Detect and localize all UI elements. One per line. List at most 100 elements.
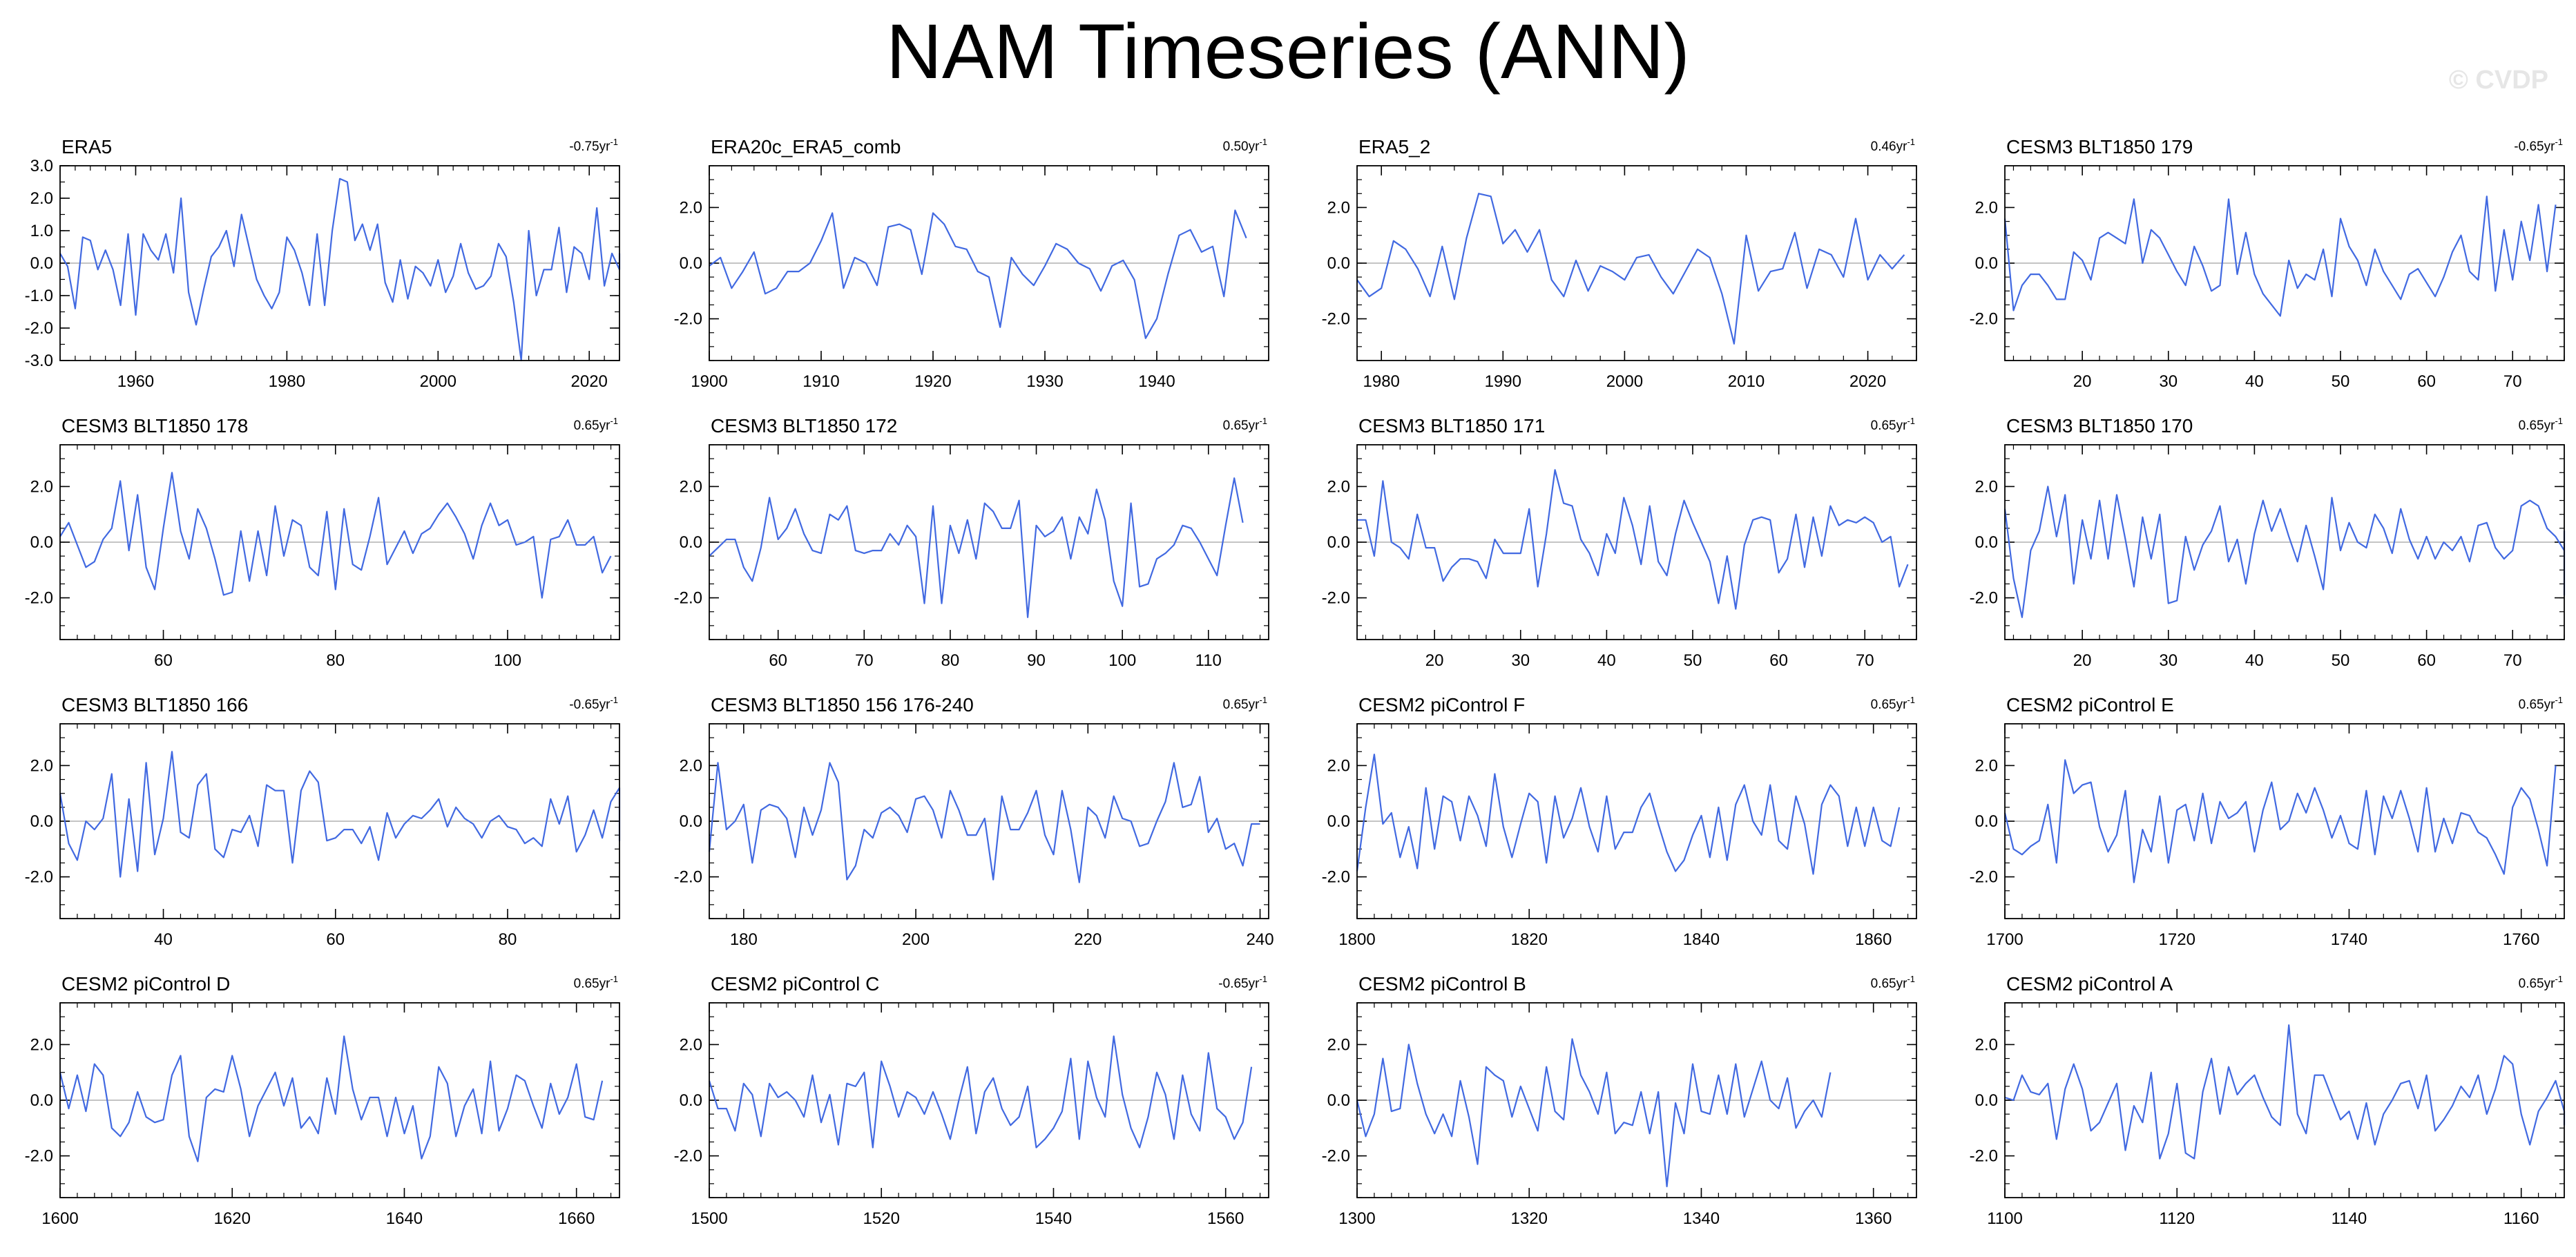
trend-label: 0.46yr-1 — [1871, 137, 1915, 154]
series-line — [59, 751, 621, 878]
y-tick-label: 0.0 — [680, 533, 702, 552]
x-tick-label: 30 — [2159, 372, 2178, 391]
y-tick-label: 2.0 — [1975, 1035, 1998, 1054]
y-tick-label: -2.0 — [1322, 868, 1350, 887]
x-tick-label: 2000 — [420, 372, 456, 391]
y-tick-label: -2.0 — [1970, 589, 1998, 608]
panel-title: CESM2 piControl F — [1358, 694, 1525, 716]
y-tick-label: -2.0 — [25, 1147, 53, 1166]
y-tick-label: 0.0 — [680, 1091, 702, 1110]
y-tick-label: 0.0 — [1975, 812, 1998, 831]
x-tick-label: 100 — [1108, 651, 1136, 670]
y-tick-label: 2.0 — [1975, 756, 1998, 775]
y-tick-label: -2.0 — [674, 1147, 702, 1166]
trend-label: 0.65yr-1 — [1223, 416, 1267, 433]
x-tick-label: 70 — [2503, 651, 2522, 670]
series-line — [1356, 1038, 1832, 1188]
y-tick-label: 2.0 — [1327, 756, 1350, 775]
x-tick-label: 1300 — [1338, 1209, 1375, 1228]
x-tick-label: 40 — [2245, 651, 2264, 670]
x-tick-label: 40 — [154, 930, 173, 949]
y-tick-label: -2.0 — [1322, 589, 1350, 608]
panel-title: ERA5_2 — [1358, 136, 1430, 157]
trend-label: 0.65yr-1 — [1871, 974, 1915, 991]
y-tick-label: 0.0 — [1327, 1091, 1350, 1110]
x-tick-label: 1840 — [1683, 930, 1720, 949]
series-line — [59, 472, 612, 599]
x-tick-label: 1120 — [2159, 1209, 2195, 1228]
x-tick-label: 60 — [769, 651, 787, 670]
x-tick-label: 1910 — [802, 372, 839, 391]
y-tick-label: 2.0 — [1327, 477, 1350, 496]
y-tick-label: 1.0 — [30, 222, 53, 240]
y-tick-label: 0.0 — [30, 1091, 53, 1110]
x-tick-label: 100 — [494, 651, 521, 670]
x-tick-label: 20 — [2073, 372, 2092, 391]
series-line — [2003, 759, 2557, 883]
trend-label: -0.65yr-1 — [1218, 974, 1267, 991]
x-tick-label: 1160 — [2503, 1209, 2539, 1228]
y-tick-label: -2.0 — [1970, 868, 1998, 887]
y-tick-label: 2.0 — [1327, 1035, 1350, 1054]
x-tick-label: 240 — [1247, 930, 1274, 949]
y-tick-label: 0.0 — [1327, 812, 1350, 831]
panel-title: CESM2 piControl B — [1358, 973, 1526, 995]
y-tick-label: 2.0 — [680, 756, 702, 775]
y-tick-label: -2.0 — [1970, 310, 1998, 329]
y-tick-label: -2.0 — [25, 589, 53, 608]
x-tick-label: 1700 — [1986, 930, 2023, 949]
x-tick-label: 2010 — [1728, 372, 1765, 391]
series-line — [2004, 1024, 2566, 1160]
panel-title: CESM3 BLT1850 178 — [61, 415, 248, 436]
series-line — [2003, 486, 2566, 618]
x-tick-label: 60 — [1769, 651, 1788, 670]
x-tick-label: 1920 — [914, 372, 951, 391]
x-tick-label: 1320 — [1511, 1209, 1548, 1228]
y-tick-label: 2.0 — [1975, 198, 1998, 217]
chart-panel: CESM3 BLT1850 179 -0.65yr-1 20 30 40 50 60 70 2.… — [1970, 136, 2565, 391]
x-tick-label: 80 — [499, 930, 517, 949]
trend-label: 0.65yr-1 — [2519, 974, 2563, 991]
plot-frame — [59, 165, 620, 361]
chart-panel: CESM2 piControl A 0.65yr-1 1100 1120 1140 116… — [1970, 973, 2566, 1228]
y-tick-label: -3.0 — [25, 352, 53, 370]
series-line — [708, 1035, 1253, 1149]
y-tick-label: 2.0 — [30, 756, 53, 775]
y-tick-label: 3.0 — [30, 157, 53, 175]
watermark-logo: © CVDP — [2448, 66, 2548, 95]
y-tick-label: 0.0 — [1975, 533, 1998, 552]
chart-panel: CESM3 BLT1850 178 0.65yr-1 60 80 100 2.0 0.0 -2… — [25, 415, 620, 670]
y-tick-label: 0.0 — [1975, 254, 1998, 273]
x-tick-label: 1620 — [214, 1209, 251, 1228]
x-tick-label: 1900 — [691, 372, 727, 391]
y-tick-label: -2.0 — [674, 868, 702, 887]
plot-frame — [1356, 1002, 1917, 1198]
chart-panel: ERA5 -0.75yr-1 1960 1980 2000 2020 3.0 2.0 1.0 0.… — [25, 136, 621, 391]
x-tick-label: 70 — [855, 651, 874, 670]
x-tick-label: 220 — [1074, 930, 1102, 949]
x-tick-label: 1740 — [2331, 930, 2367, 949]
panel-title: CESM3 BLT1850 170 — [2006, 415, 2193, 436]
x-tick-label: 1140 — [2332, 1209, 2367, 1228]
chart-panel: CESM2 piControl E 0.65yr-1 1700 1720 1740 176… — [1970, 694, 2565, 949]
x-tick-label: 50 — [2332, 651, 2350, 670]
series-line — [1356, 754, 1901, 875]
y-tick-label: 2.0 — [680, 198, 702, 217]
y-tick-label: 0.0 — [1975, 1091, 1998, 1110]
x-tick-label: 1940 — [1138, 372, 1175, 391]
page-title: NAM Timeseries (ANN) — [886, 8, 1690, 95]
x-tick-label: 30 — [2159, 651, 2178, 670]
series-line — [59, 1035, 604, 1162]
x-tick-label: 20 — [2073, 651, 2092, 670]
chart-panel: CESM3 BLT1850 166 -0.65yr-1 40 60 80 2.0 0.0 -2… — [25, 694, 621, 949]
y-tick-label: -2.0 — [1970, 1147, 1998, 1166]
plot-frame — [709, 723, 1269, 919]
series-line — [1356, 193, 1905, 345]
x-tick-label: 2000 — [1606, 372, 1643, 391]
trend-label: -0.65yr-1 — [569, 695, 618, 712]
x-tick-label: 1520 — [863, 1209, 900, 1228]
x-tick-label: 1930 — [1026, 372, 1063, 391]
y-tick-label: 2.0 — [30, 1035, 53, 1054]
series-line — [2003, 195, 2557, 317]
y-tick-label: -2.0 — [1322, 310, 1350, 329]
